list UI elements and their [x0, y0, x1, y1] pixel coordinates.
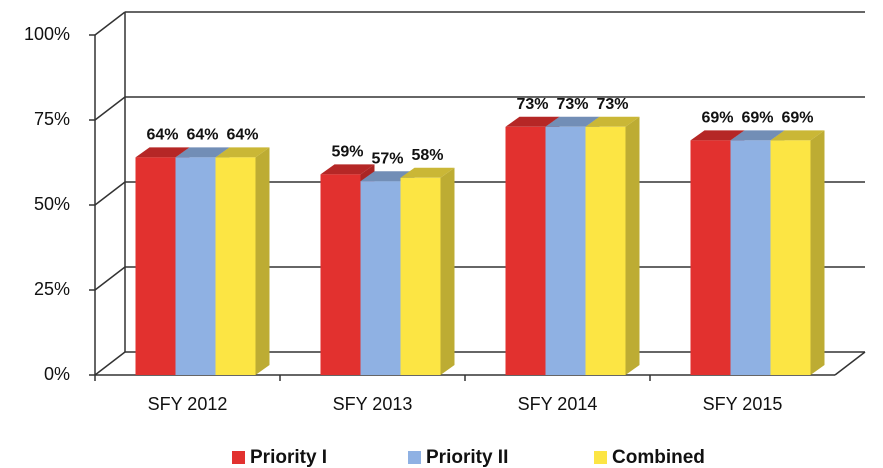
- legend-swatch: [594, 451, 607, 464]
- legend-label: Combined: [612, 447, 705, 468]
- bar: [400, 177, 441, 375]
- value-label: 73%: [556, 96, 588, 113]
- y-tick-label: 0%: [44, 364, 70, 384]
- bar: [215, 157, 256, 375]
- bar-side: [440, 167, 455, 375]
- grid-line: [94, 96, 126, 121]
- bar: [175, 157, 216, 375]
- value-label: 64%: [146, 127, 178, 144]
- bar: [360, 181, 401, 375]
- bar-top: [215, 147, 270, 158]
- y-tick-label: 50%: [34, 194, 70, 214]
- value-label: 58%: [411, 147, 443, 164]
- grid-line: [94, 266, 126, 291]
- value-label: 69%: [781, 110, 813, 127]
- bar: [770, 140, 811, 375]
- x-tick-label: SFY 2013: [333, 394, 413, 414]
- bar: [545, 126, 586, 375]
- legend-label: Priority I: [250, 447, 327, 468]
- x-tick-label: SFY 2015: [703, 394, 783, 414]
- bar-top: [320, 164, 375, 175]
- bar: [690, 140, 731, 375]
- value-label: 73%: [516, 96, 548, 113]
- bar: [135, 157, 176, 375]
- x-tick-label: SFY 2012: [148, 394, 228, 414]
- bar-side: [625, 116, 640, 376]
- value-label: 64%: [186, 127, 218, 144]
- bar: [730, 140, 771, 375]
- value-label: 69%: [701, 110, 733, 127]
- floor-right: [834, 351, 866, 376]
- y-tick-label: 75%: [34, 109, 70, 129]
- value-label: 57%: [371, 150, 403, 167]
- value-label: 69%: [741, 110, 773, 127]
- bar-top: [770, 130, 825, 141]
- bar-top: [505, 116, 560, 127]
- y-tick-label: 25%: [34, 279, 70, 299]
- grid-line: [94, 11, 126, 36]
- grid-line: [94, 351, 126, 376]
- value-label: 64%: [226, 127, 258, 144]
- bar-top: [545, 116, 600, 127]
- bar-top: [400, 167, 455, 178]
- value-label: 59%: [331, 144, 363, 161]
- bar: [505, 126, 546, 375]
- legend-swatch: [408, 451, 421, 464]
- legend-label: Priority II: [426, 447, 508, 468]
- bar-top: [135, 147, 190, 158]
- bar-top: [175, 147, 230, 158]
- bar-side: [255, 147, 270, 375]
- y-tick-label: 100%: [24, 24, 70, 44]
- bar-top: [690, 130, 745, 141]
- bar-top: [730, 130, 785, 141]
- bar: [585, 126, 626, 375]
- grid-line: [94, 181, 126, 206]
- bar-top: [585, 116, 640, 127]
- x-tick-label: SFY 2014: [518, 394, 598, 414]
- bar-side: [810, 130, 825, 375]
- legend-swatch: [232, 451, 245, 464]
- bar: [320, 174, 361, 375]
- value-label: 73%: [596, 96, 628, 113]
